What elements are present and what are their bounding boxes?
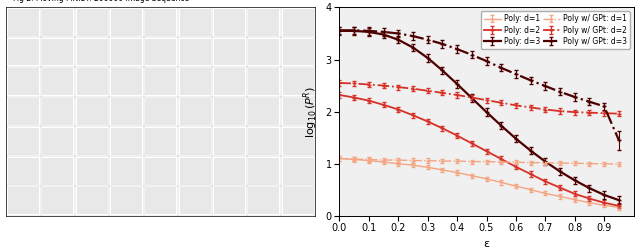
- Bar: [8, 9, 39, 36]
- Bar: [145, 68, 176, 95]
- Bar: [42, 98, 74, 125]
- Bar: [283, 158, 314, 185]
- Bar: [8, 39, 39, 65]
- Bar: [111, 98, 142, 125]
- Bar: [42, 9, 74, 36]
- Bar: [77, 98, 108, 125]
- Bar: [283, 128, 314, 155]
- Bar: [77, 158, 108, 185]
- Bar: [214, 187, 245, 214]
- Bar: [145, 128, 176, 155]
- Bar: [248, 9, 279, 36]
- Bar: [283, 9, 314, 36]
- Bar: [77, 39, 108, 65]
- Bar: [214, 68, 245, 95]
- Bar: [145, 9, 176, 36]
- Bar: [8, 128, 39, 155]
- Y-axis label: $\log_{10}(P^R)$: $\log_{10}(P^R)$: [301, 86, 320, 138]
- Bar: [180, 158, 211, 185]
- Bar: [248, 98, 279, 125]
- Bar: [111, 9, 142, 36]
- Bar: [248, 39, 279, 65]
- Bar: [248, 68, 279, 95]
- Bar: [8, 158, 39, 185]
- Bar: [145, 187, 176, 214]
- Bar: [111, 128, 142, 155]
- Bar: [145, 39, 176, 65]
- Bar: [77, 68, 108, 95]
- Bar: [8, 98, 39, 125]
- Bar: [8, 68, 39, 95]
- Bar: [248, 158, 279, 185]
- Legend: Poly: d=1, Poly: d=2, Poly: d=3, Poly w/ GPt: d=1, Poly w/ GPt: d=2, Poly w/ GPt: Poly: d=1, Poly: d=2, Poly: d=3, Poly w/…: [481, 11, 630, 49]
- Bar: [111, 158, 142, 185]
- X-axis label: ε: ε: [483, 239, 490, 248]
- Bar: [283, 187, 314, 214]
- Bar: [180, 98, 211, 125]
- Bar: [77, 128, 108, 155]
- Text: A: A: [0, 0, 3, 3]
- Bar: [8, 187, 39, 214]
- Text: Fig 2. Moving MNIST: 200000 Image Sequence: Fig 2. Moving MNIST: 200000 Image Sequen…: [13, 0, 189, 3]
- Bar: [283, 98, 314, 125]
- Bar: [214, 158, 245, 185]
- Bar: [283, 68, 314, 95]
- Bar: [180, 187, 211, 214]
- Bar: [180, 128, 211, 155]
- Bar: [180, 9, 211, 36]
- Bar: [42, 187, 74, 214]
- Bar: [111, 68, 142, 95]
- Bar: [248, 128, 279, 155]
- Bar: [145, 98, 176, 125]
- Bar: [180, 68, 211, 95]
- Bar: [248, 187, 279, 214]
- Bar: [42, 128, 74, 155]
- Bar: [77, 9, 108, 36]
- Bar: [77, 187, 108, 214]
- Bar: [283, 39, 314, 65]
- Bar: [180, 39, 211, 65]
- Bar: [111, 39, 142, 65]
- Bar: [214, 9, 245, 36]
- Bar: [42, 39, 74, 65]
- Bar: [145, 158, 176, 185]
- Bar: [214, 98, 245, 125]
- Bar: [214, 128, 245, 155]
- Bar: [111, 187, 142, 214]
- Bar: [214, 39, 245, 65]
- Bar: [42, 158, 74, 185]
- Bar: [42, 68, 74, 95]
